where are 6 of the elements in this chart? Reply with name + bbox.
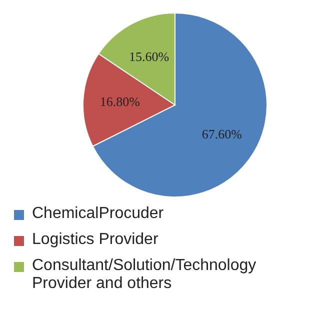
legend-label: ChemicalProcuder	[32, 205, 164, 223]
legend-label: Logistics Provider	[32, 231, 158, 249]
data-label: 16.80%	[100, 94, 140, 110]
data-label: 15.60%	[128, 48, 170, 64]
legend-label: Consultant/Solution/Technology Provider and others	[32, 257, 258, 293]
data-label: 67.60%	[202, 126, 242, 142]
